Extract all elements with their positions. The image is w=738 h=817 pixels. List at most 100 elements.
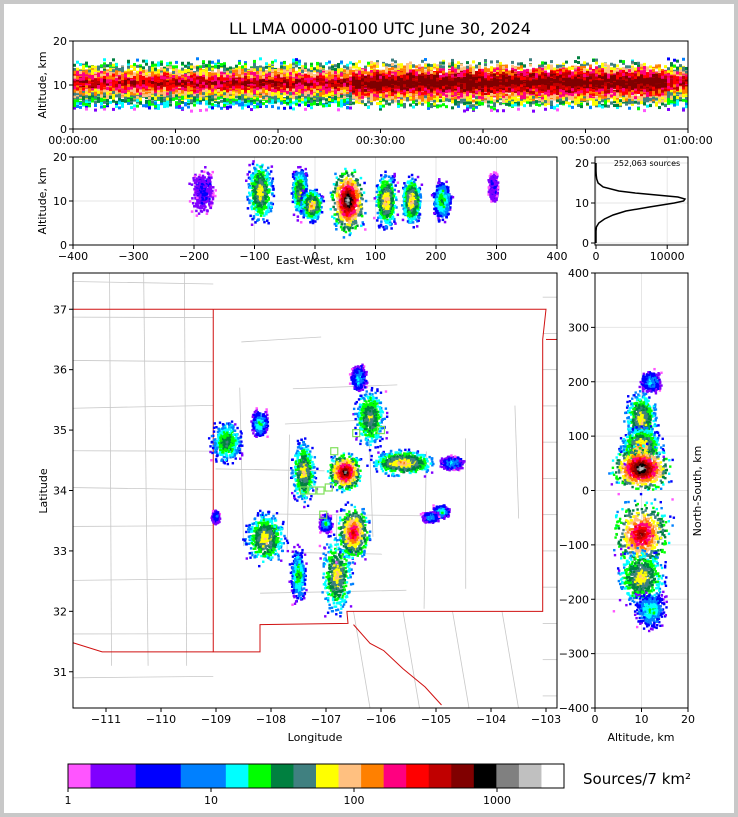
density-cell xyxy=(109,68,112,71)
density-cell xyxy=(175,72,178,75)
density-cell xyxy=(184,70,187,73)
density-cell xyxy=(133,104,136,107)
density-cell xyxy=(289,103,292,106)
density-cell xyxy=(124,80,127,83)
density-cell xyxy=(136,71,139,74)
density-cell xyxy=(79,106,82,109)
density-cell xyxy=(268,87,271,90)
density-cell xyxy=(145,78,148,81)
density-cell xyxy=(142,84,145,87)
density-cell xyxy=(310,94,313,97)
density-cell xyxy=(232,86,235,89)
density-cell xyxy=(190,72,193,75)
density-cell xyxy=(127,71,130,74)
density-cell xyxy=(307,97,310,100)
density-cell xyxy=(199,97,202,100)
density-cell xyxy=(127,99,130,102)
density-cell xyxy=(250,108,253,111)
density-cell xyxy=(100,78,103,81)
density-cell xyxy=(178,73,181,76)
density-cell xyxy=(208,99,211,102)
density-cell xyxy=(214,75,217,78)
density-cell xyxy=(184,77,187,80)
density-cell xyxy=(142,104,145,107)
density-cell xyxy=(136,81,139,84)
density-cell xyxy=(214,81,217,84)
density-cell xyxy=(292,73,295,76)
density-cell xyxy=(202,74,205,77)
density-cell xyxy=(304,103,307,106)
density-cell xyxy=(301,94,304,97)
density-cell xyxy=(148,77,151,80)
density-cell xyxy=(217,85,220,88)
density-cell xyxy=(112,64,115,67)
density-cell xyxy=(292,89,295,92)
density-cell xyxy=(76,68,79,71)
density-cell xyxy=(208,61,211,64)
density-cell xyxy=(298,60,301,63)
density-cell xyxy=(145,72,148,75)
density-cell xyxy=(244,95,247,98)
density-cell xyxy=(262,102,265,105)
density-cell xyxy=(196,79,199,82)
density-cell xyxy=(229,101,232,104)
density-cell xyxy=(169,98,172,101)
density-cell xyxy=(202,77,205,80)
density-cell xyxy=(136,59,139,62)
density-cell xyxy=(157,107,160,110)
density-cell xyxy=(88,104,91,107)
density-cell xyxy=(283,92,286,95)
density-cell xyxy=(319,99,322,102)
density-cell xyxy=(175,106,178,109)
density-cell xyxy=(310,77,313,80)
density-cell xyxy=(223,62,226,65)
density-cell xyxy=(205,89,208,92)
density-cell xyxy=(223,87,226,90)
density-cell xyxy=(85,103,88,106)
time-height-panel: 00:00:00 00:10:00 00:20:00 00:30:00 00:40:00… xyxy=(36,35,713,147)
density-cell xyxy=(181,68,184,71)
density-cell xyxy=(100,87,103,90)
density-cell xyxy=(304,75,307,78)
density-cell xyxy=(208,105,211,108)
density-cell xyxy=(100,102,103,105)
density-cell xyxy=(316,103,319,106)
density-cell xyxy=(109,79,112,82)
density-cell xyxy=(121,86,124,89)
density-cell xyxy=(184,74,187,77)
density-cell xyxy=(145,94,148,97)
density-cell xyxy=(109,62,112,65)
density-cell xyxy=(214,65,217,68)
density-cell xyxy=(184,103,187,106)
density-cell xyxy=(301,78,304,81)
density-cell xyxy=(76,99,79,102)
density-cell xyxy=(109,96,112,99)
density-cell xyxy=(208,68,211,71)
density-cell xyxy=(178,79,181,82)
density-cell xyxy=(229,85,232,88)
density-cell xyxy=(295,64,298,67)
density-cell xyxy=(307,71,310,74)
density-cell xyxy=(190,85,193,88)
density-cell xyxy=(205,71,208,74)
density-cell xyxy=(82,87,85,90)
density-cell xyxy=(217,97,220,100)
figure-title: LL LMA 0000-0100 UTC June 30, 2024 xyxy=(229,19,531,38)
density-cell xyxy=(118,68,121,71)
density-cell xyxy=(319,75,322,78)
density-cell xyxy=(97,81,100,84)
density-cell xyxy=(115,87,118,90)
density-cell xyxy=(175,101,178,104)
density-cell xyxy=(136,105,139,108)
density-cell xyxy=(139,92,142,95)
density-cell xyxy=(274,89,277,92)
density-cell xyxy=(301,67,304,70)
density-cell xyxy=(217,89,220,92)
density-cell xyxy=(211,95,214,98)
density-cell xyxy=(118,95,121,98)
density-cell xyxy=(82,102,85,105)
density-cell xyxy=(244,65,247,68)
density-cell xyxy=(112,69,115,72)
density-cell xyxy=(187,73,190,76)
density-cell xyxy=(136,89,139,92)
